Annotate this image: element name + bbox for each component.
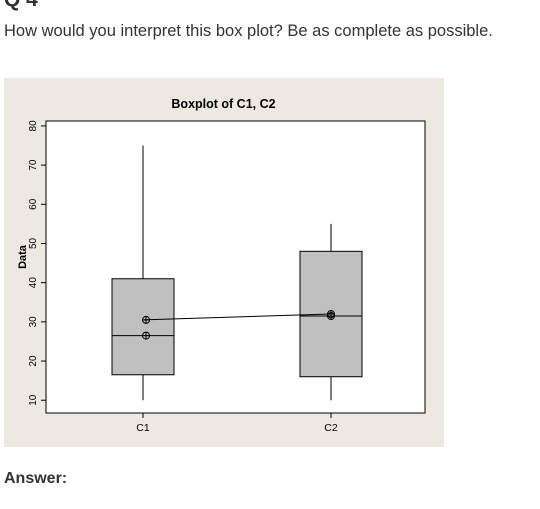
y-axis-label: Data (17, 244, 29, 269)
y-tick-label-10: 10 (28, 394, 39, 406)
boxplot-chart: Boxplot of C1, C2 Data 10 20 30 40 50 60 70 80 C1 C… (17, 97, 426, 434)
y-tick-label-50: 50 (28, 237, 39, 249)
plot-area (45, 120, 426, 414)
y-tick-label-80: 80 (28, 120, 39, 132)
boxplot-figure: Boxplot of C1, C2 Data 10 20 30 40 50 60 70 80 C1 C… (4, 78, 444, 447)
y-tick-label-70: 70 (28, 159, 39, 171)
question-heading: Q 4 (4, 0, 38, 12)
x-tick-label-C2: C2 (324, 422, 338, 434)
chart-title: Boxplot of C1, C2 (171, 97, 275, 111)
question-text: How would you interpret this box plot? B… (4, 22, 493, 40)
answer-label: Answer: (4, 470, 68, 487)
mean-connect-line (142, 313, 332, 321)
x-tick-label-C1: C1 (136, 422, 150, 434)
y-tick-label-60: 60 (28, 198, 39, 210)
y-tick-label-30: 30 (28, 316, 39, 328)
y-tick-label-20: 20 (28, 355, 39, 367)
box-C1 (111, 278, 175, 376)
y-tick-label-40: 40 (28, 277, 39, 289)
